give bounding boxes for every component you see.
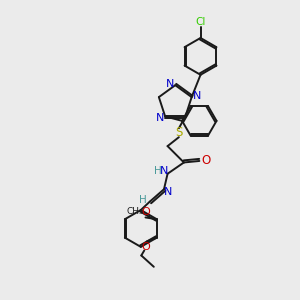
Text: S: S bbox=[175, 126, 182, 139]
Text: N: N bbox=[160, 167, 168, 176]
Text: O: O bbox=[201, 154, 211, 167]
Text: N: N bbox=[166, 79, 174, 89]
Text: H: H bbox=[139, 195, 147, 205]
Text: CH₃: CH₃ bbox=[127, 207, 143, 216]
Text: O: O bbox=[141, 206, 150, 217]
Text: O: O bbox=[141, 242, 150, 252]
Text: N: N bbox=[156, 113, 164, 123]
Text: Cl: Cl bbox=[195, 16, 206, 27]
Text: N: N bbox=[164, 187, 172, 197]
Text: H: H bbox=[154, 167, 162, 176]
Text: N: N bbox=[193, 91, 201, 100]
